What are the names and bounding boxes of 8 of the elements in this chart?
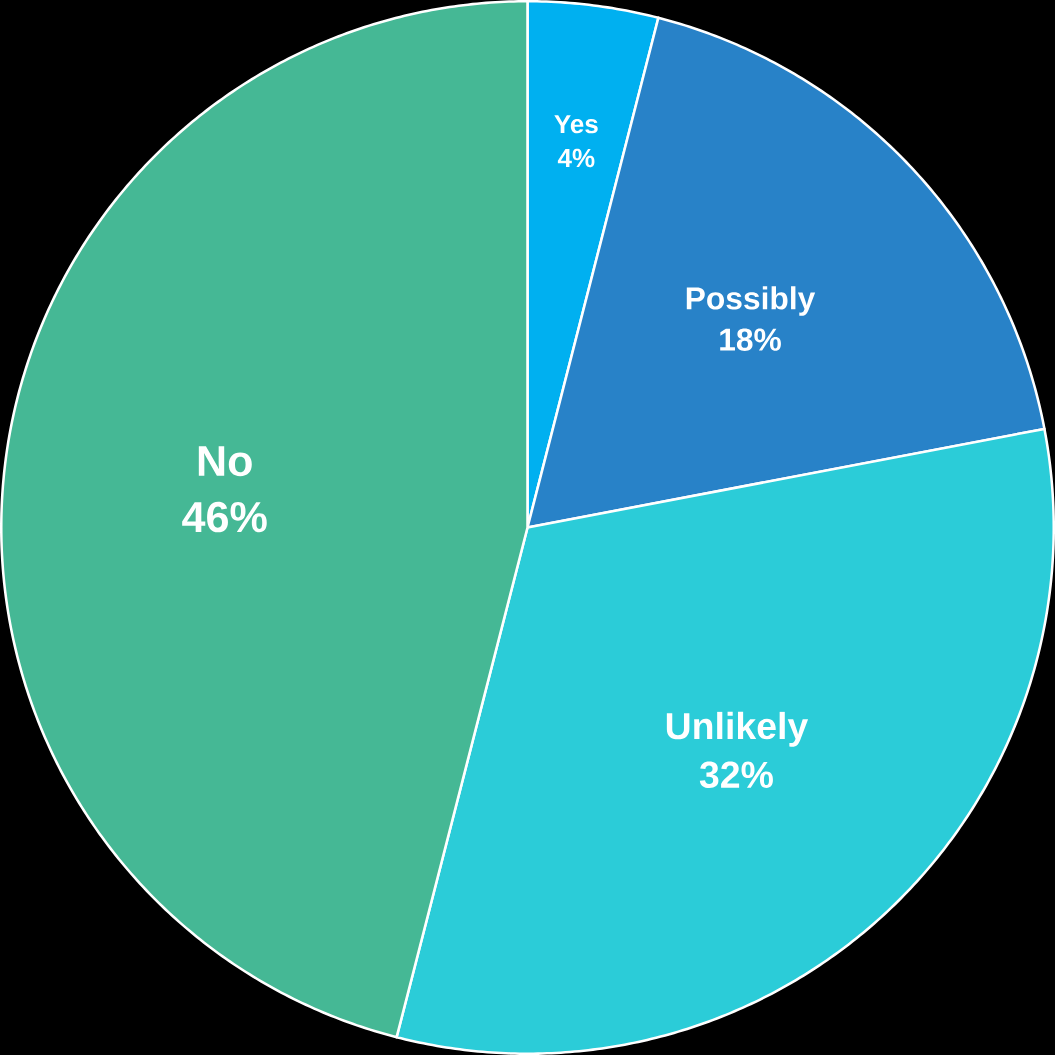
data-label: 18% <box>720 328 781 351</box>
slice-label: No <box>198 446 252 477</box>
slice-label: Yes <box>554 115 598 134</box>
data-label: 46% <box>182 501 267 533</box>
data-label: 4% <box>557 148 595 168</box>
slice-label: Unlikely <box>666 711 809 747</box>
data-label: 32% <box>699 761 773 789</box>
slice-label: Possibly <box>686 286 816 316</box>
